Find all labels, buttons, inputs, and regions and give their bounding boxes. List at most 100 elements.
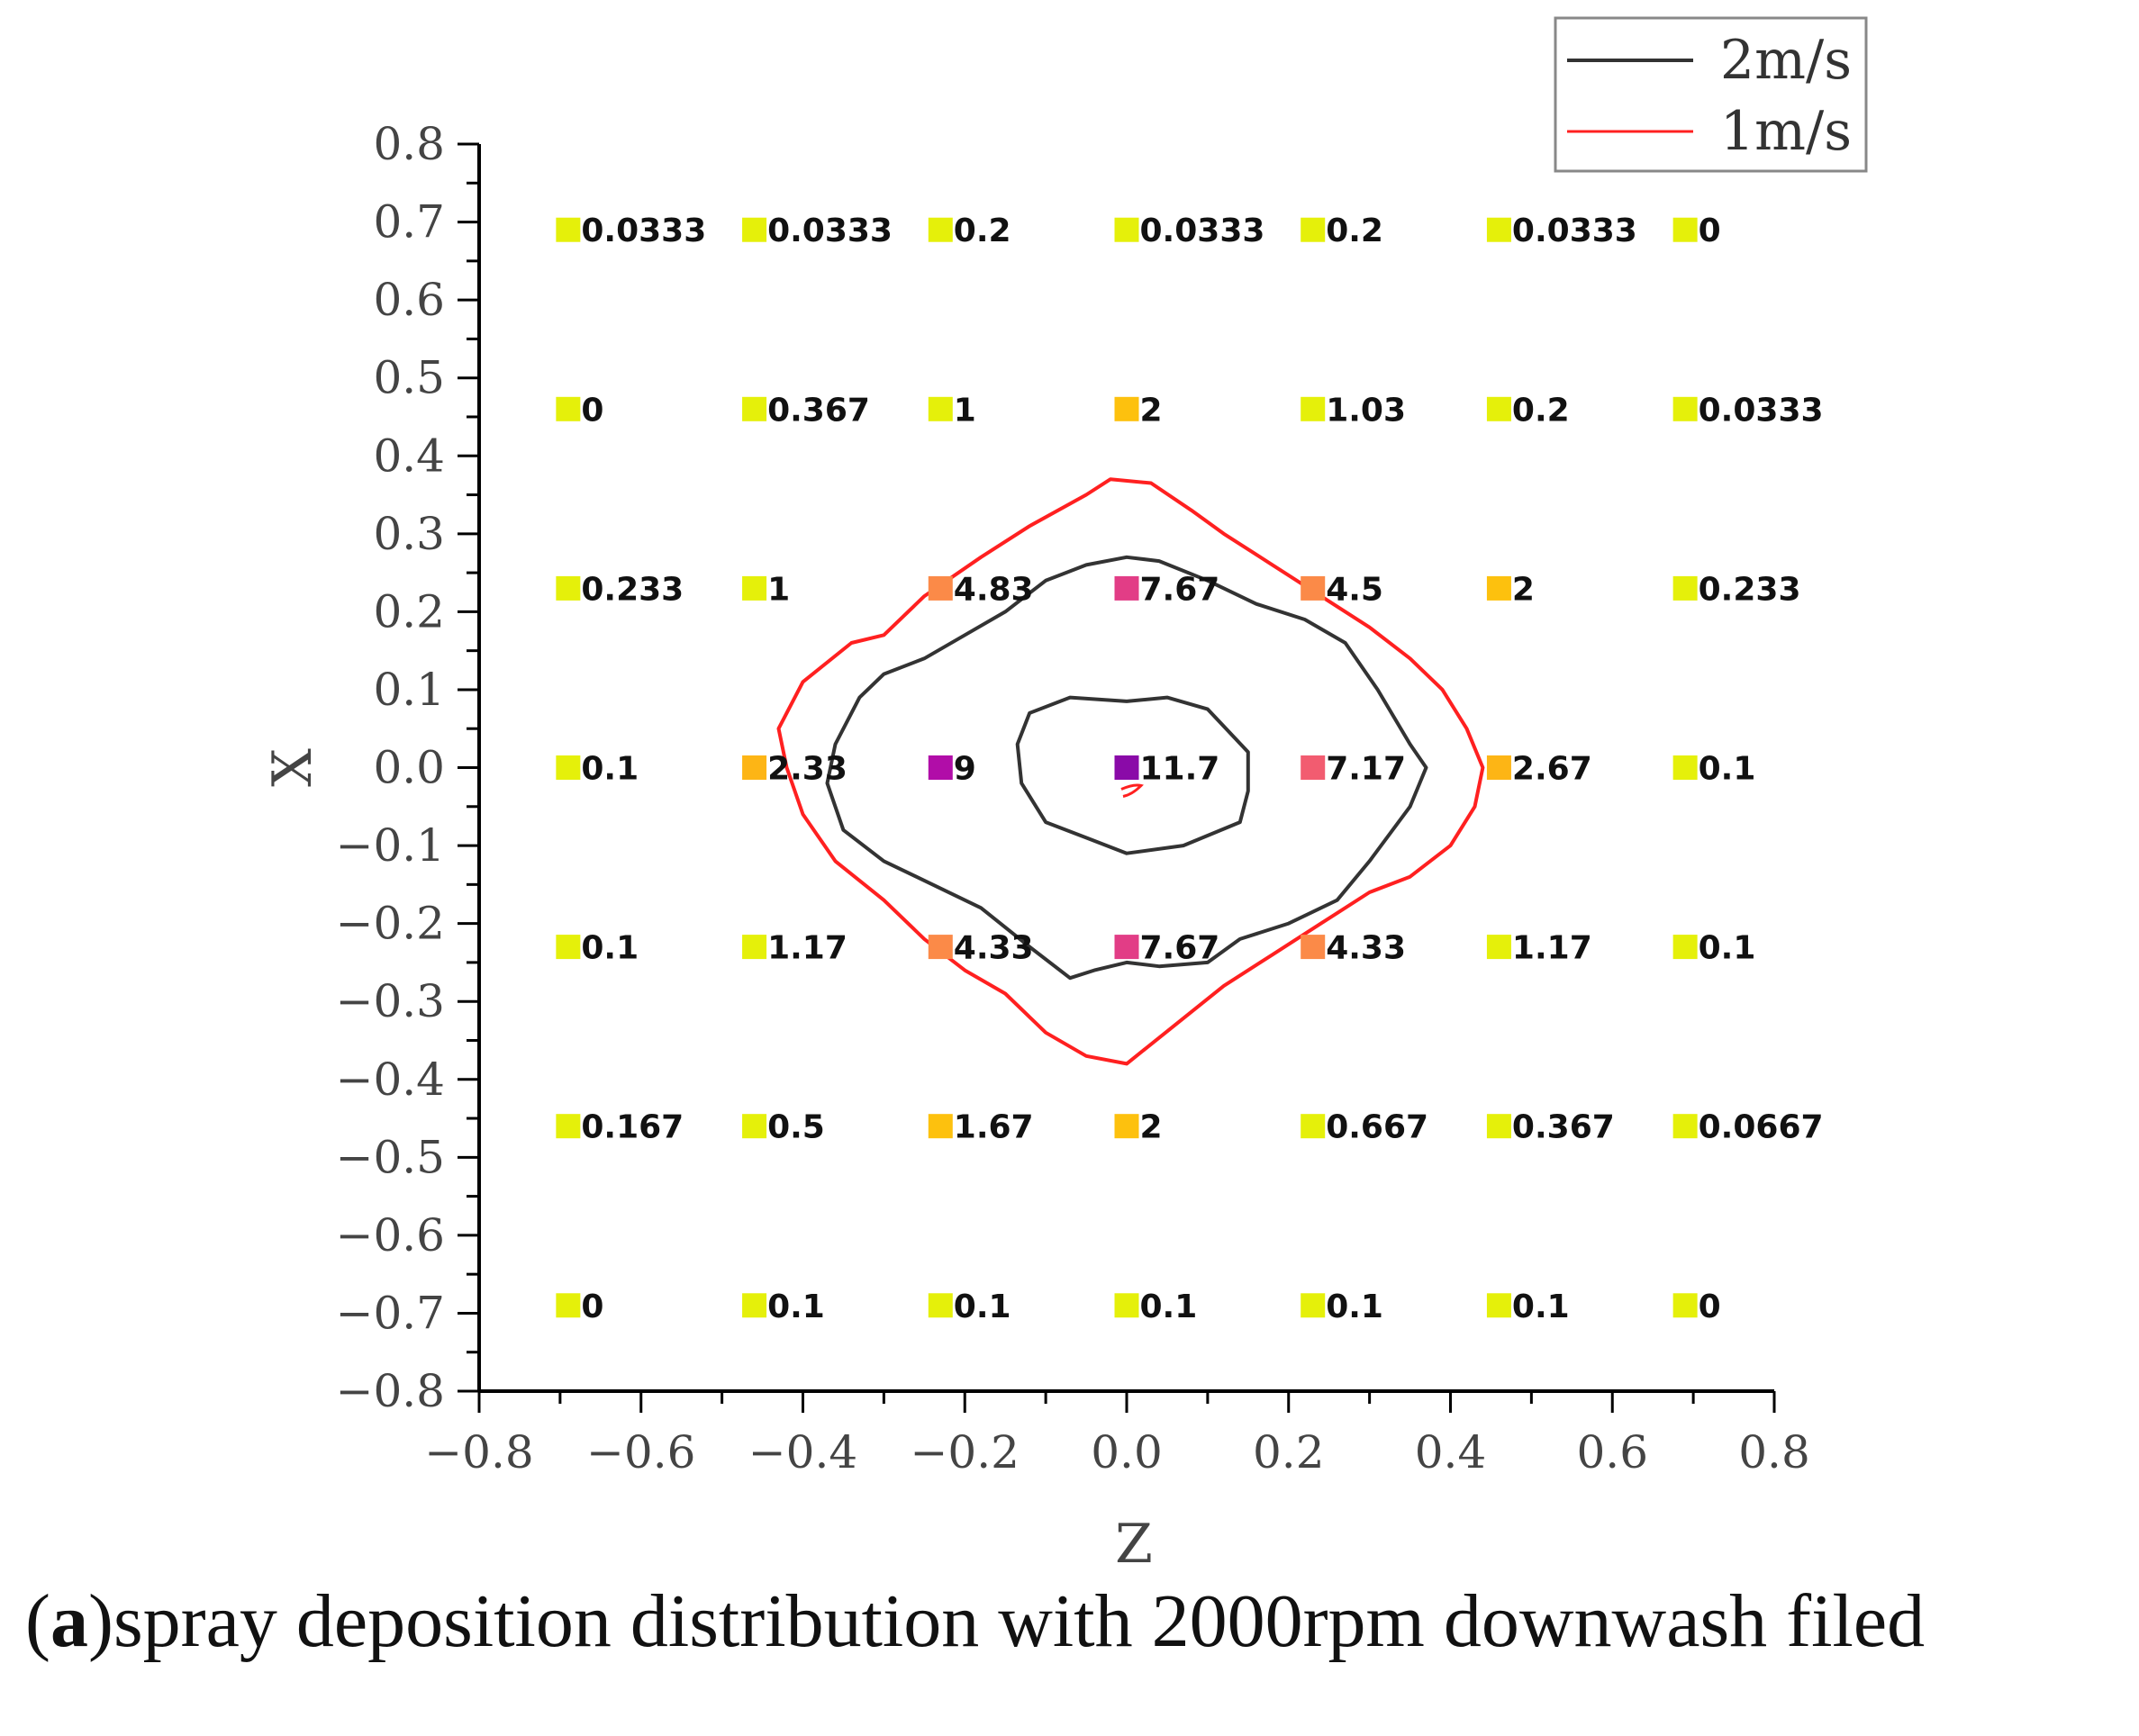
legend-label-1ms: 1m/s: [1720, 100, 1852, 163]
caption-label: a: [50, 1579, 88, 1663]
data-point-label: 0.1: [954, 1288, 1011, 1325]
y-tick-label: −0.1: [336, 819, 445, 872]
data-point-marker: [1114, 396, 1139, 421]
y-tick-label: 0.3: [373, 508, 445, 560]
data-point-label: 0.1: [581, 930, 639, 967]
data-point-label: 11.7: [1140, 751, 1220, 788]
data-point-marker: [742, 755, 767, 780]
data-point-marker: [1301, 1114, 1326, 1139]
data-point-marker: [1486, 1293, 1511, 1318]
data-point-label: 0: [1699, 1288, 1721, 1325]
data-point-marker: [742, 1293, 767, 1318]
data-point-label: 2.67: [1512, 751, 1592, 788]
data-point-label: 4.83: [954, 571, 1034, 608]
y-tick-label: 0.2: [373, 585, 445, 637]
y-tick-label: 0.0: [373, 742, 445, 794]
data-point-label: 0.233: [1699, 571, 1801, 608]
data-point-label: 1.17: [767, 930, 847, 967]
y-tick-label: 0.5: [373, 352, 445, 404]
data-point-marker: [1114, 1114, 1139, 1139]
x-tick-label: 0.8: [1738, 1426, 1810, 1478]
data-point-label: 4.33: [954, 930, 1034, 967]
data-point-marker: [556, 755, 581, 780]
data-point-marker: [928, 217, 953, 242]
data-point-marker: [928, 396, 953, 421]
x-tick-label: −0.2: [911, 1426, 1020, 1478]
data-point-marker: [1486, 1114, 1511, 1139]
legend-box: [1554, 16, 1868, 173]
data-point-label: 0.1: [581, 751, 639, 788]
data-point-label: 1: [954, 392, 976, 429]
x-tick-label: 0.4: [1415, 1426, 1487, 1478]
data-point-marker: [1672, 575, 1698, 601]
data-point-label: 1.67: [954, 1109, 1034, 1146]
x-axis-title: Z: [1115, 1513, 1153, 1576]
data-point-marker: [742, 935, 767, 960]
data-point-label: 0: [1699, 212, 1721, 249]
data-point-label: 0.1: [1512, 1288, 1570, 1325]
deposition-points: 0.0333 0.0333 0.2 0.0333 0.2 0.0333 0 0 0.367 1 2 1…: [556, 212, 1824, 1325]
y-tick-label: −0.2: [336, 898, 445, 950]
data-point-label: 0.0333: [1512, 212, 1637, 249]
data-point-label: 0.1: [767, 1288, 825, 1325]
data-point-label: 0.367: [767, 392, 870, 429]
data-point-marker: [556, 217, 581, 242]
data-point-label: 7.67: [1140, 571, 1220, 608]
y-tick-label: −0.5: [336, 1131, 445, 1183]
data-point-marker: [742, 1114, 767, 1139]
data-point-marker: [556, 1293, 581, 1318]
y-tick-label: 0.1: [373, 664, 445, 716]
data-point-marker: [742, 396, 767, 421]
data-point-label: 2.33: [767, 751, 847, 788]
contour-1ms-center: [1120, 783, 1144, 798]
data-point-label: 4.5: [1326, 571, 1383, 608]
data-point-marker: [1672, 217, 1698, 242]
data-point-marker: [1114, 217, 1139, 242]
data-point-label: 0.5: [767, 1109, 825, 1146]
caption-text: )spray deposition distribution with 2000…: [87, 1579, 1926, 1663]
legend: 2m/s 1m/s: [1554, 16, 1868, 173]
y-tick-label: 0.7: [373, 196, 445, 249]
data-point-marker: [556, 935, 581, 960]
data-point-label: 1.03: [1326, 392, 1406, 429]
data-point-marker: [928, 935, 953, 960]
data-point-label: 0.1: [1699, 751, 1756, 788]
data-point-label: 7.17: [1326, 751, 1406, 788]
data-point-label: 2: [1512, 571, 1535, 608]
data-point-label: 0.167: [581, 1109, 684, 1146]
data-point-marker: [556, 1114, 581, 1139]
data-point-label: 1.17: [1512, 930, 1592, 967]
x-tick-label: 0.6: [1576, 1426, 1648, 1478]
data-point-marker: [1114, 755, 1139, 780]
data-point-marker: [1486, 217, 1511, 242]
data-point-marker: [742, 575, 767, 601]
contour-2ms-1: [825, 555, 1428, 981]
data-point-label: 0.0333: [1699, 392, 1824, 429]
data-point-label: 0: [581, 392, 603, 429]
x-tick-label: −0.8: [424, 1426, 533, 1478]
data-point-marker: [1672, 755, 1698, 780]
y-tick-label: −0.6: [336, 1209, 445, 1261]
data-point-marker: [1486, 755, 1511, 780]
data-point-label: 0.0333: [767, 212, 893, 249]
contour-1ms-2: [776, 477, 1485, 1066]
data-point-label: 0.2: [1326, 212, 1383, 249]
x-tick-label: 0.2: [1253, 1426, 1325, 1478]
chart-axes: −0.8 −0.6 −0.4 −0.2 0.0 0.2 0.4 0.6 0.8 0.8 0.7 0.6…: [261, 118, 1810, 1576]
data-point-label: 9: [954, 751, 976, 788]
data-point-marker: [928, 575, 953, 601]
y-axis-title: X: [261, 748, 324, 787]
x-tick-label: 0.0: [1091, 1426, 1163, 1478]
data-point-marker: [1301, 935, 1326, 960]
figure-caption: (a)spray deposition distribution with 20…: [25, 1579, 1926, 1663]
y-tick-label: 0.4: [373, 429, 445, 482]
data-point-label: 0.667: [1326, 1109, 1428, 1146]
data-point-marker: [556, 575, 581, 601]
data-point-marker: [1301, 217, 1326, 242]
data-point-marker: [1114, 575, 1139, 601]
data-point-label: 4.33: [1326, 930, 1406, 967]
data-point-label: 0.1: [1140, 1288, 1198, 1325]
data-point-marker: [1486, 575, 1511, 601]
data-point-marker: [742, 217, 767, 242]
